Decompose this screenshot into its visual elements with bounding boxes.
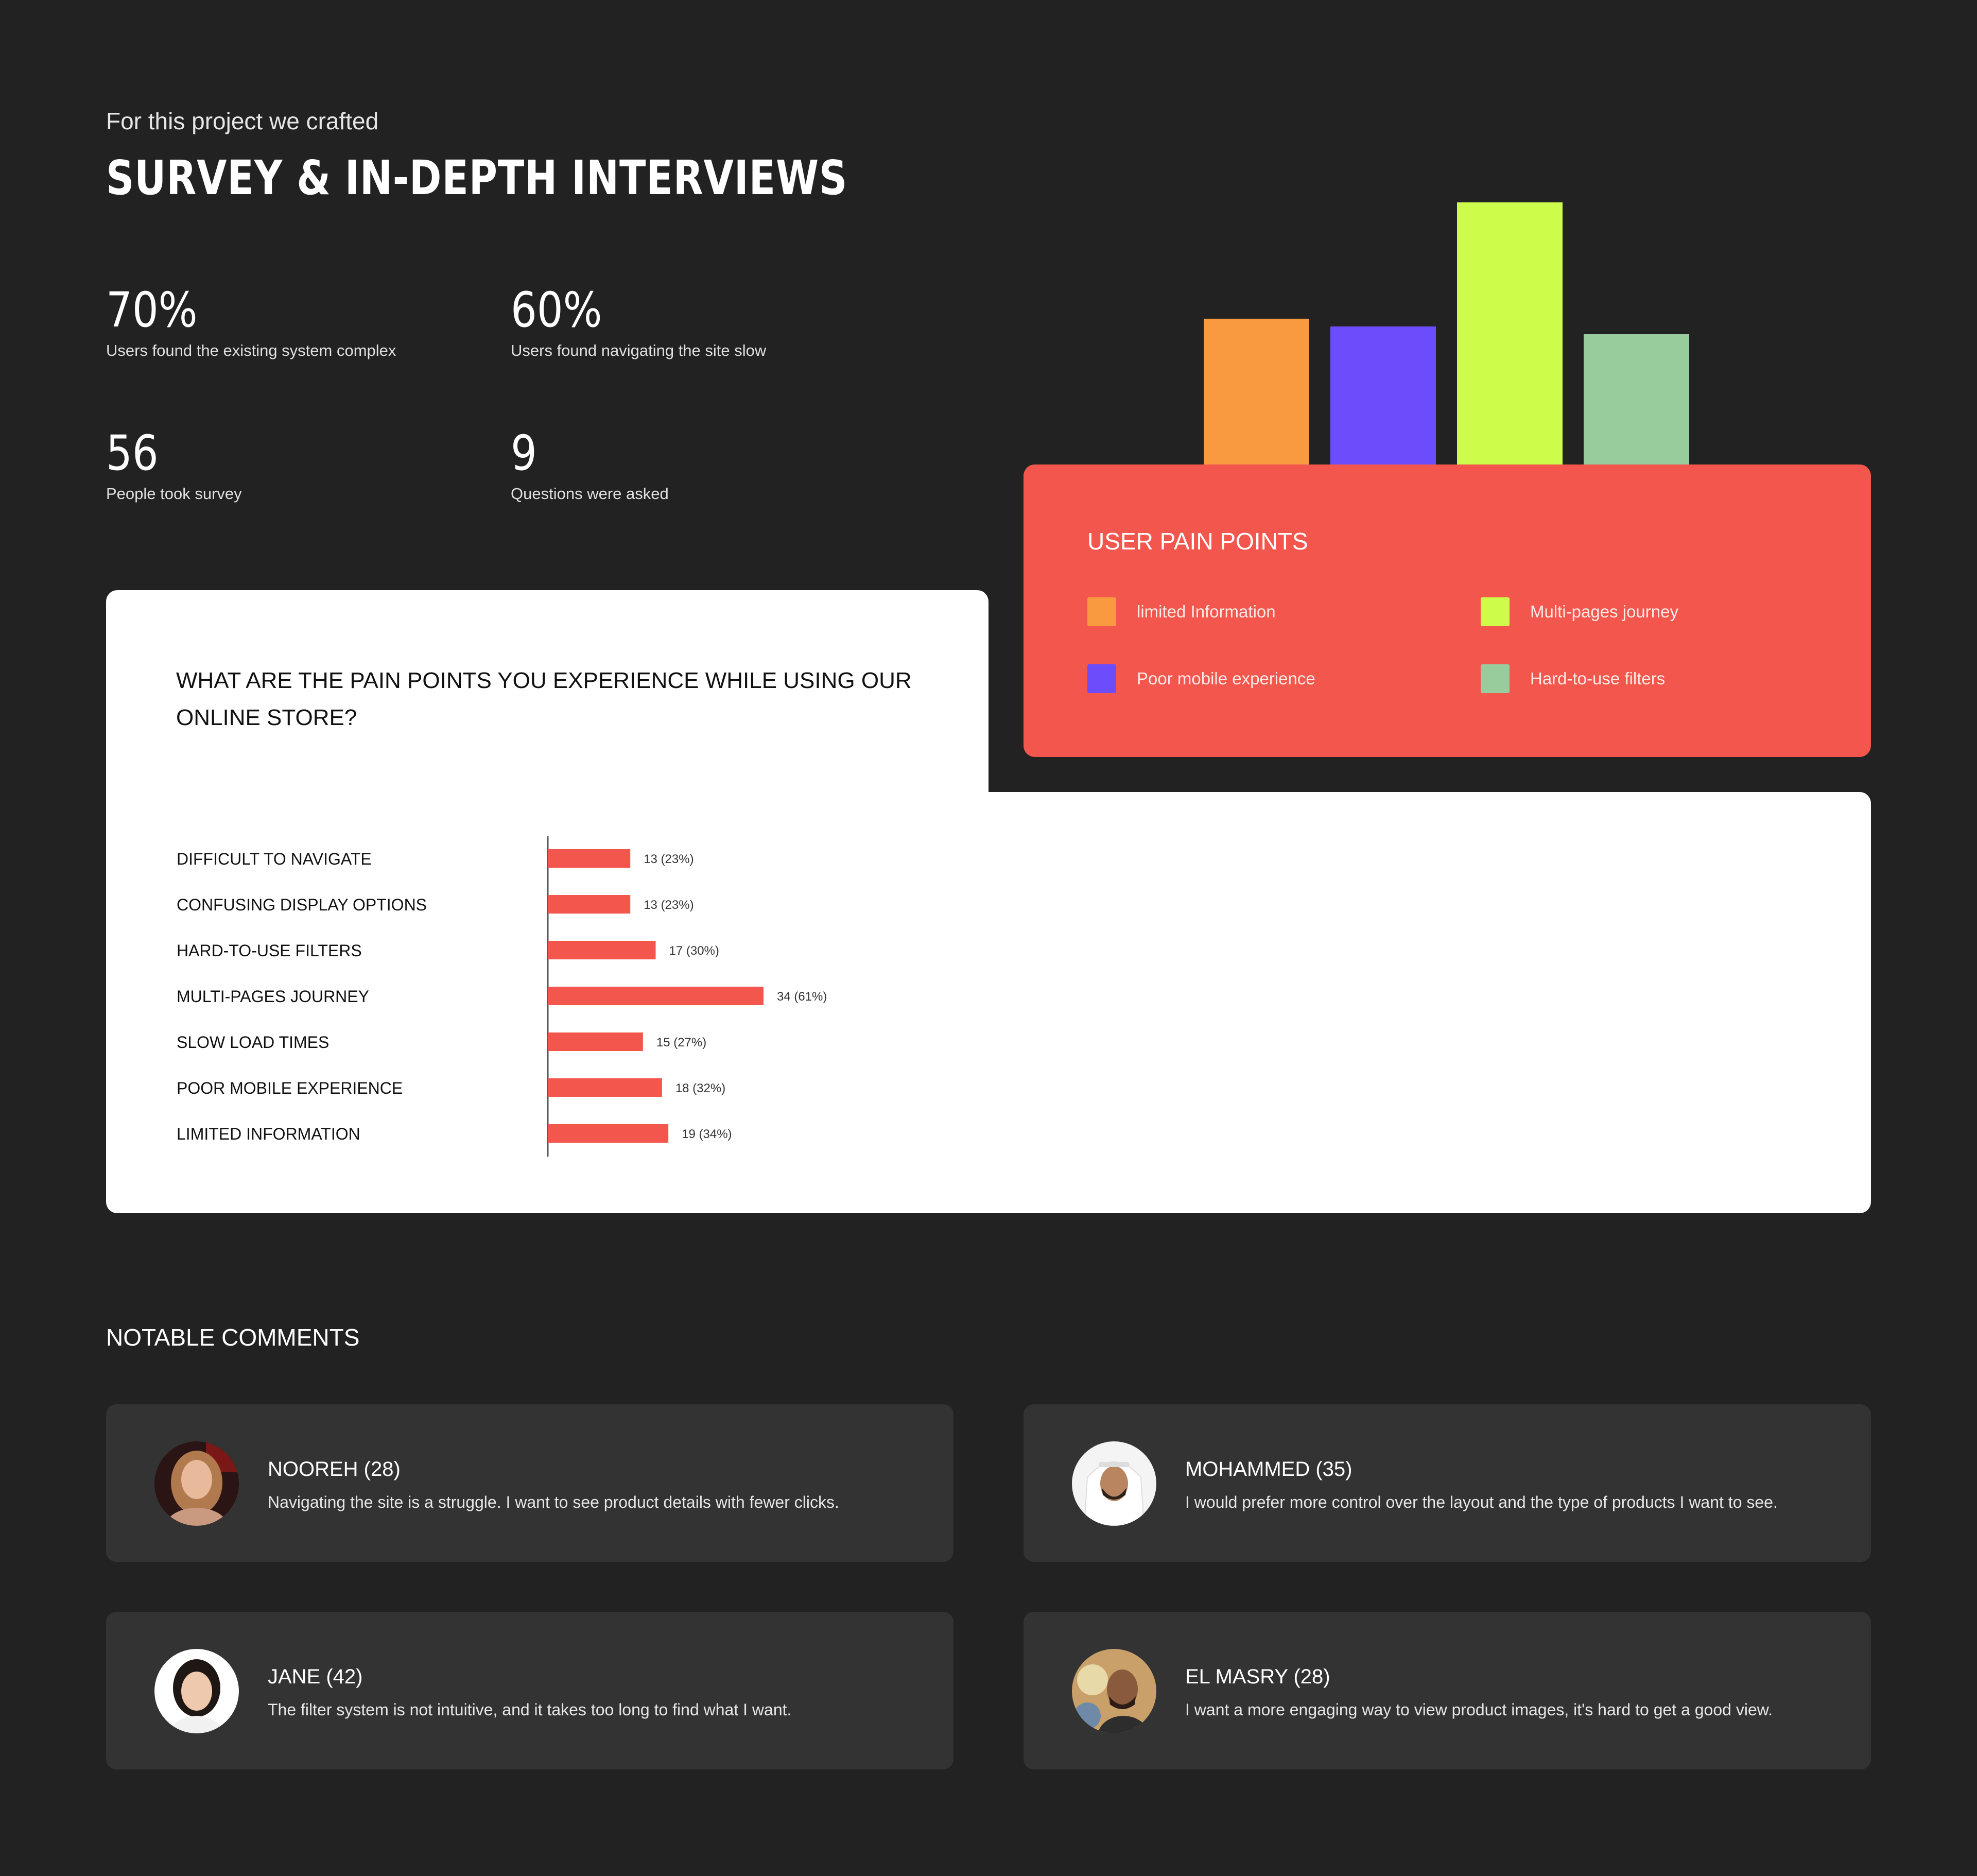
stat-value: 9 (511, 425, 537, 481)
data-label: 13 (23%) (644, 852, 693, 866)
legend-label: limited Information (1137, 602, 1276, 621)
comment-card: JANE (42) The filter system is not intui… (106, 1612, 953, 1769)
data-label: 19 (34%) (682, 1127, 732, 1141)
bar-limited-information (1204, 318, 1309, 466)
category-label: POOR MOBILE EXPERIENCE (177, 1079, 403, 1097)
avatar-portrait-icon (154, 1441, 239, 1526)
question-card: WHAT ARE THE PAIN POINTS YOU EXPERIENCE … (106, 590, 989, 848)
question-card-bottom (106, 792, 1871, 1213)
card-notch (989, 757, 1871, 792)
legend-swatch (1087, 597, 1116, 626)
category-label: CONFUSING DISPLAY OPTIONS (177, 896, 427, 914)
page-title: SURVEY & IN-DEPTH INTERVIEWS (106, 150, 848, 205)
data-label: 18 (32%) (675, 1081, 725, 1095)
data-label: 34 (61%) (777, 990, 827, 1004)
legend-item: Poor mobile experience (1087, 664, 1315, 693)
stat-block: 56 People took survey (106, 425, 242, 503)
legend-label: Poor mobile experience (1137, 669, 1315, 688)
bar-poor-mobile-experience (548, 1078, 662, 1097)
survey-question: WHAT ARE THE PAIN POINTS YOU EXPERIENCE … (176, 668, 912, 730)
stat-block: 9 Questions were asked (511, 425, 669, 503)
pain-points-horizontal-chart: DIFFICULT TO NAVIGATE 13 (23%) CONFUSING D… (177, 836, 827, 1157)
legend-item: Multi-pages journey (1481, 597, 1678, 626)
stat-label: Users found navigating the site slow (511, 341, 767, 359)
pain-points-bar-chart (1204, 202, 1689, 466)
category-label: HARD-TO-USE FILTERS (177, 941, 362, 960)
comment-card: EL MASRY (28) I want a more engaging way… (1024, 1612, 1871, 1769)
comments-heading: NOTABLE COMMENTS (106, 1324, 360, 1351)
comment-text: Navigating the site is a struggle. I wan… (268, 1493, 839, 1511)
data-label: 17 (30%) (669, 944, 719, 958)
bar-poor-mobile-experience (1330, 326, 1436, 466)
bar-slow-load-times (548, 1032, 643, 1051)
category-label: SLOW LOAD TIMES (177, 1033, 329, 1052)
legend-swatch (1087, 664, 1116, 693)
legend-label: Multi-pages journey (1530, 602, 1678, 621)
legend-item: Hard-to-use filters (1481, 664, 1665, 693)
stat-block: 70% Users found the existing system comp… (106, 282, 396, 360)
bar-limited-information (548, 1124, 669, 1143)
bar-hard-to-use-filters (1584, 334, 1689, 466)
legend-label: Hard-to-use filters (1530, 669, 1666, 688)
category-label: DIFFICULT TO NAVIGATE (177, 850, 372, 868)
stat-label: Questions were asked (511, 485, 669, 503)
comment-card: MOHAMMED (35) I would prefer more contro… (1024, 1404, 1871, 1562)
category-label: LIMITED INFORMATION (177, 1125, 360, 1143)
commenter-name: MOHAMMED (35) (1185, 1458, 1352, 1481)
stat-value: 56 (106, 425, 159, 481)
commenter-name: JANE (42) (268, 1665, 363, 1688)
stat-label: People took survey (106, 485, 242, 503)
bar-difficult-to-navigate (548, 849, 631, 868)
stat-value: 70% (106, 282, 198, 338)
bar-multi-pages-journey (548, 987, 764, 1005)
legend-swatch (1481, 664, 1510, 693)
legend-title: USER PAIN POINTS (1087, 528, 1308, 555)
avatar (1072, 1441, 1156, 1526)
bar-multi-pages-journey (1457, 202, 1563, 466)
comment-text: The filter system is not intuitive, and … (268, 1700, 792, 1719)
comment-card: NOOREH (28) Navigating the site is a str… (106, 1404, 953, 1562)
legend-item: limited Information (1087, 597, 1276, 626)
avatar-portrait-icon (1072, 1441, 1156, 1526)
data-label: 13 (23%) (644, 898, 693, 912)
avatar-portrait-icon (1072, 1649, 1156, 1733)
stat-block: 60% Users found navigating the site slow (511, 282, 766, 360)
comment-text: I would prefer more control over the lay… (1185, 1493, 1778, 1511)
avatar (154, 1649, 239, 1733)
avatar (154, 1441, 239, 1526)
bar-confusing-display-options (548, 895, 631, 914)
intro-text: For this project we crafted (106, 108, 379, 134)
commenter-name: EL MASRY (28) (1185, 1665, 1330, 1688)
data-label: 15 (27%) (656, 1036, 706, 1049)
avatar (1072, 1649, 1156, 1733)
commenter-name: NOOREH (28) (268, 1458, 401, 1481)
legend-swatch (1481, 597, 1510, 626)
comment-text: I want a more engaging way to view produ… (1185, 1700, 1773, 1719)
category-label: MULTI-PAGES JOURNEY (177, 987, 369, 1006)
stat-label: Users found the existing system complex (106, 341, 396, 359)
pain-points-legend-card: USER PAIN POINTS limited Information Mul… (1024, 464, 1871, 757)
stat-value: 60% (511, 282, 602, 338)
bar-hard-to-use-filters (548, 941, 656, 959)
avatar-portrait-icon (154, 1649, 239, 1733)
